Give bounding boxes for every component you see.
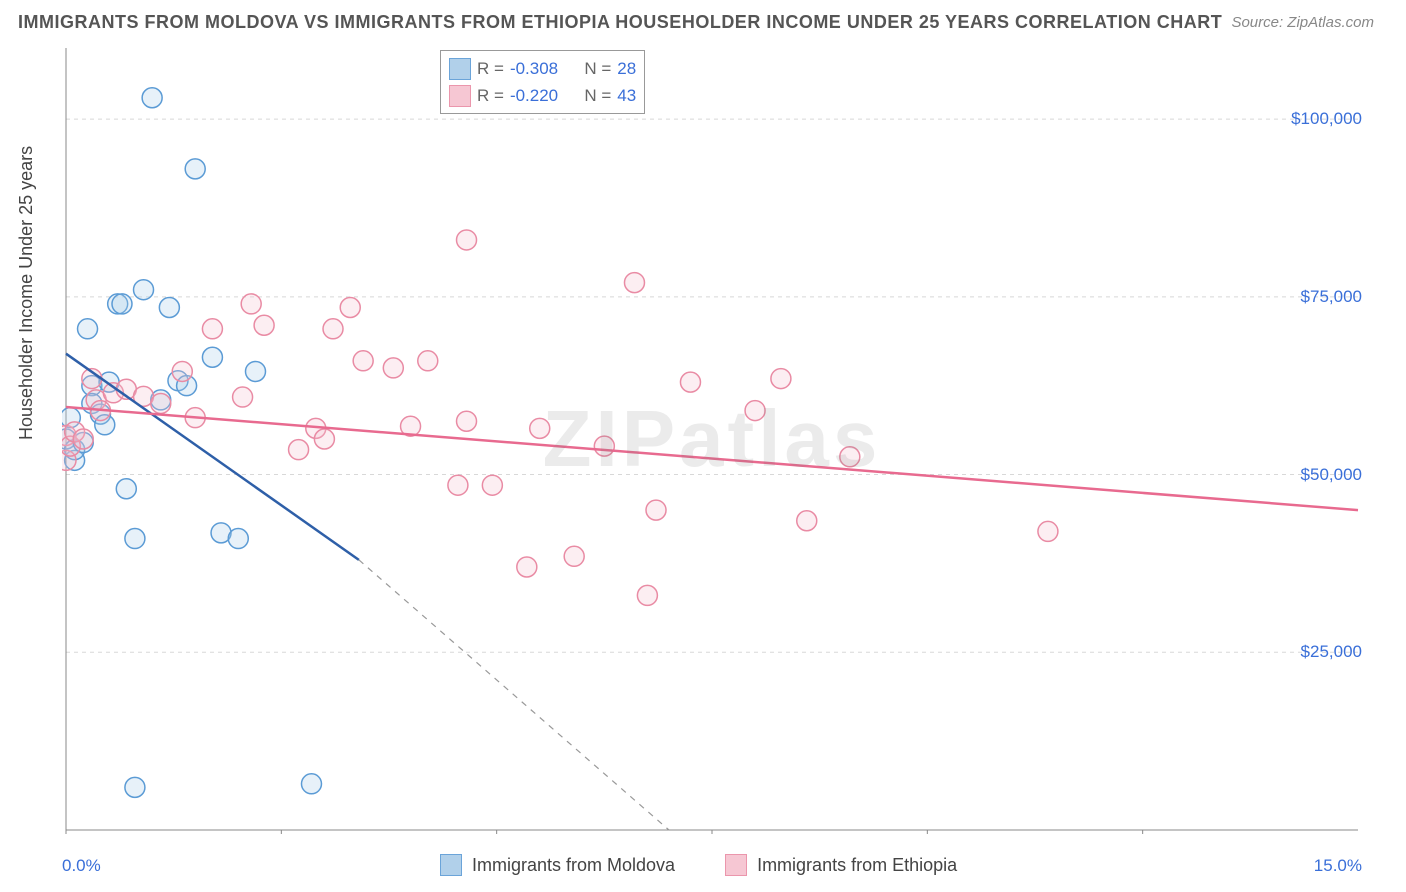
legend-series-label: Immigrants from Ethiopia	[757, 855, 957, 876]
r-label: R =	[477, 82, 504, 109]
legend-swatch-icon	[725, 854, 747, 876]
legend-series-item: Immigrants from Moldova	[440, 854, 675, 876]
legend-stat-row: R = -0.308 N = 28	[449, 55, 636, 82]
legend-series-label: Immigrants from Moldova	[472, 855, 675, 876]
n-label: N =	[584, 55, 611, 82]
source-credit: Source: ZipAtlas.com	[1231, 14, 1374, 31]
x-min-label: 0.0%	[62, 856, 101, 876]
n-value: 43	[617, 82, 636, 109]
y-axis-label: Householder Income Under 25 years	[16, 146, 37, 440]
x-max-label: 15.0%	[1314, 856, 1362, 876]
correlation-legend: R = -0.308 N = 28R = -0.220 N = 43	[440, 50, 645, 114]
y-tick-label: $25,000	[1301, 642, 1362, 662]
n-value: 28	[617, 55, 636, 82]
legend-series-item: Immigrants from Ethiopia	[725, 854, 957, 876]
r-label: R =	[477, 55, 504, 82]
legend-swatch-icon	[449, 58, 471, 80]
r-value: -0.220	[510, 82, 558, 109]
chart-title: IMMIGRANTS FROM MOLDOVA VS IMMIGRANTS FR…	[18, 12, 1222, 33]
n-label: N =	[584, 82, 611, 109]
y-tick-label: $100,000	[1291, 109, 1362, 129]
y-tick-label: $50,000	[1301, 465, 1362, 485]
series-legend: Immigrants from Moldova Immigrants from E…	[440, 854, 957, 876]
legend-stat-row: R = -0.220 N = 43	[449, 82, 636, 109]
chart-area: ZIPatlas	[62, 44, 1362, 834]
scatter-chart-svg	[62, 44, 1362, 834]
y-tick-label: $75,000	[1301, 287, 1362, 307]
r-value: -0.308	[510, 55, 558, 82]
legend-swatch-icon	[449, 85, 471, 107]
legend-swatch-icon	[440, 854, 462, 876]
